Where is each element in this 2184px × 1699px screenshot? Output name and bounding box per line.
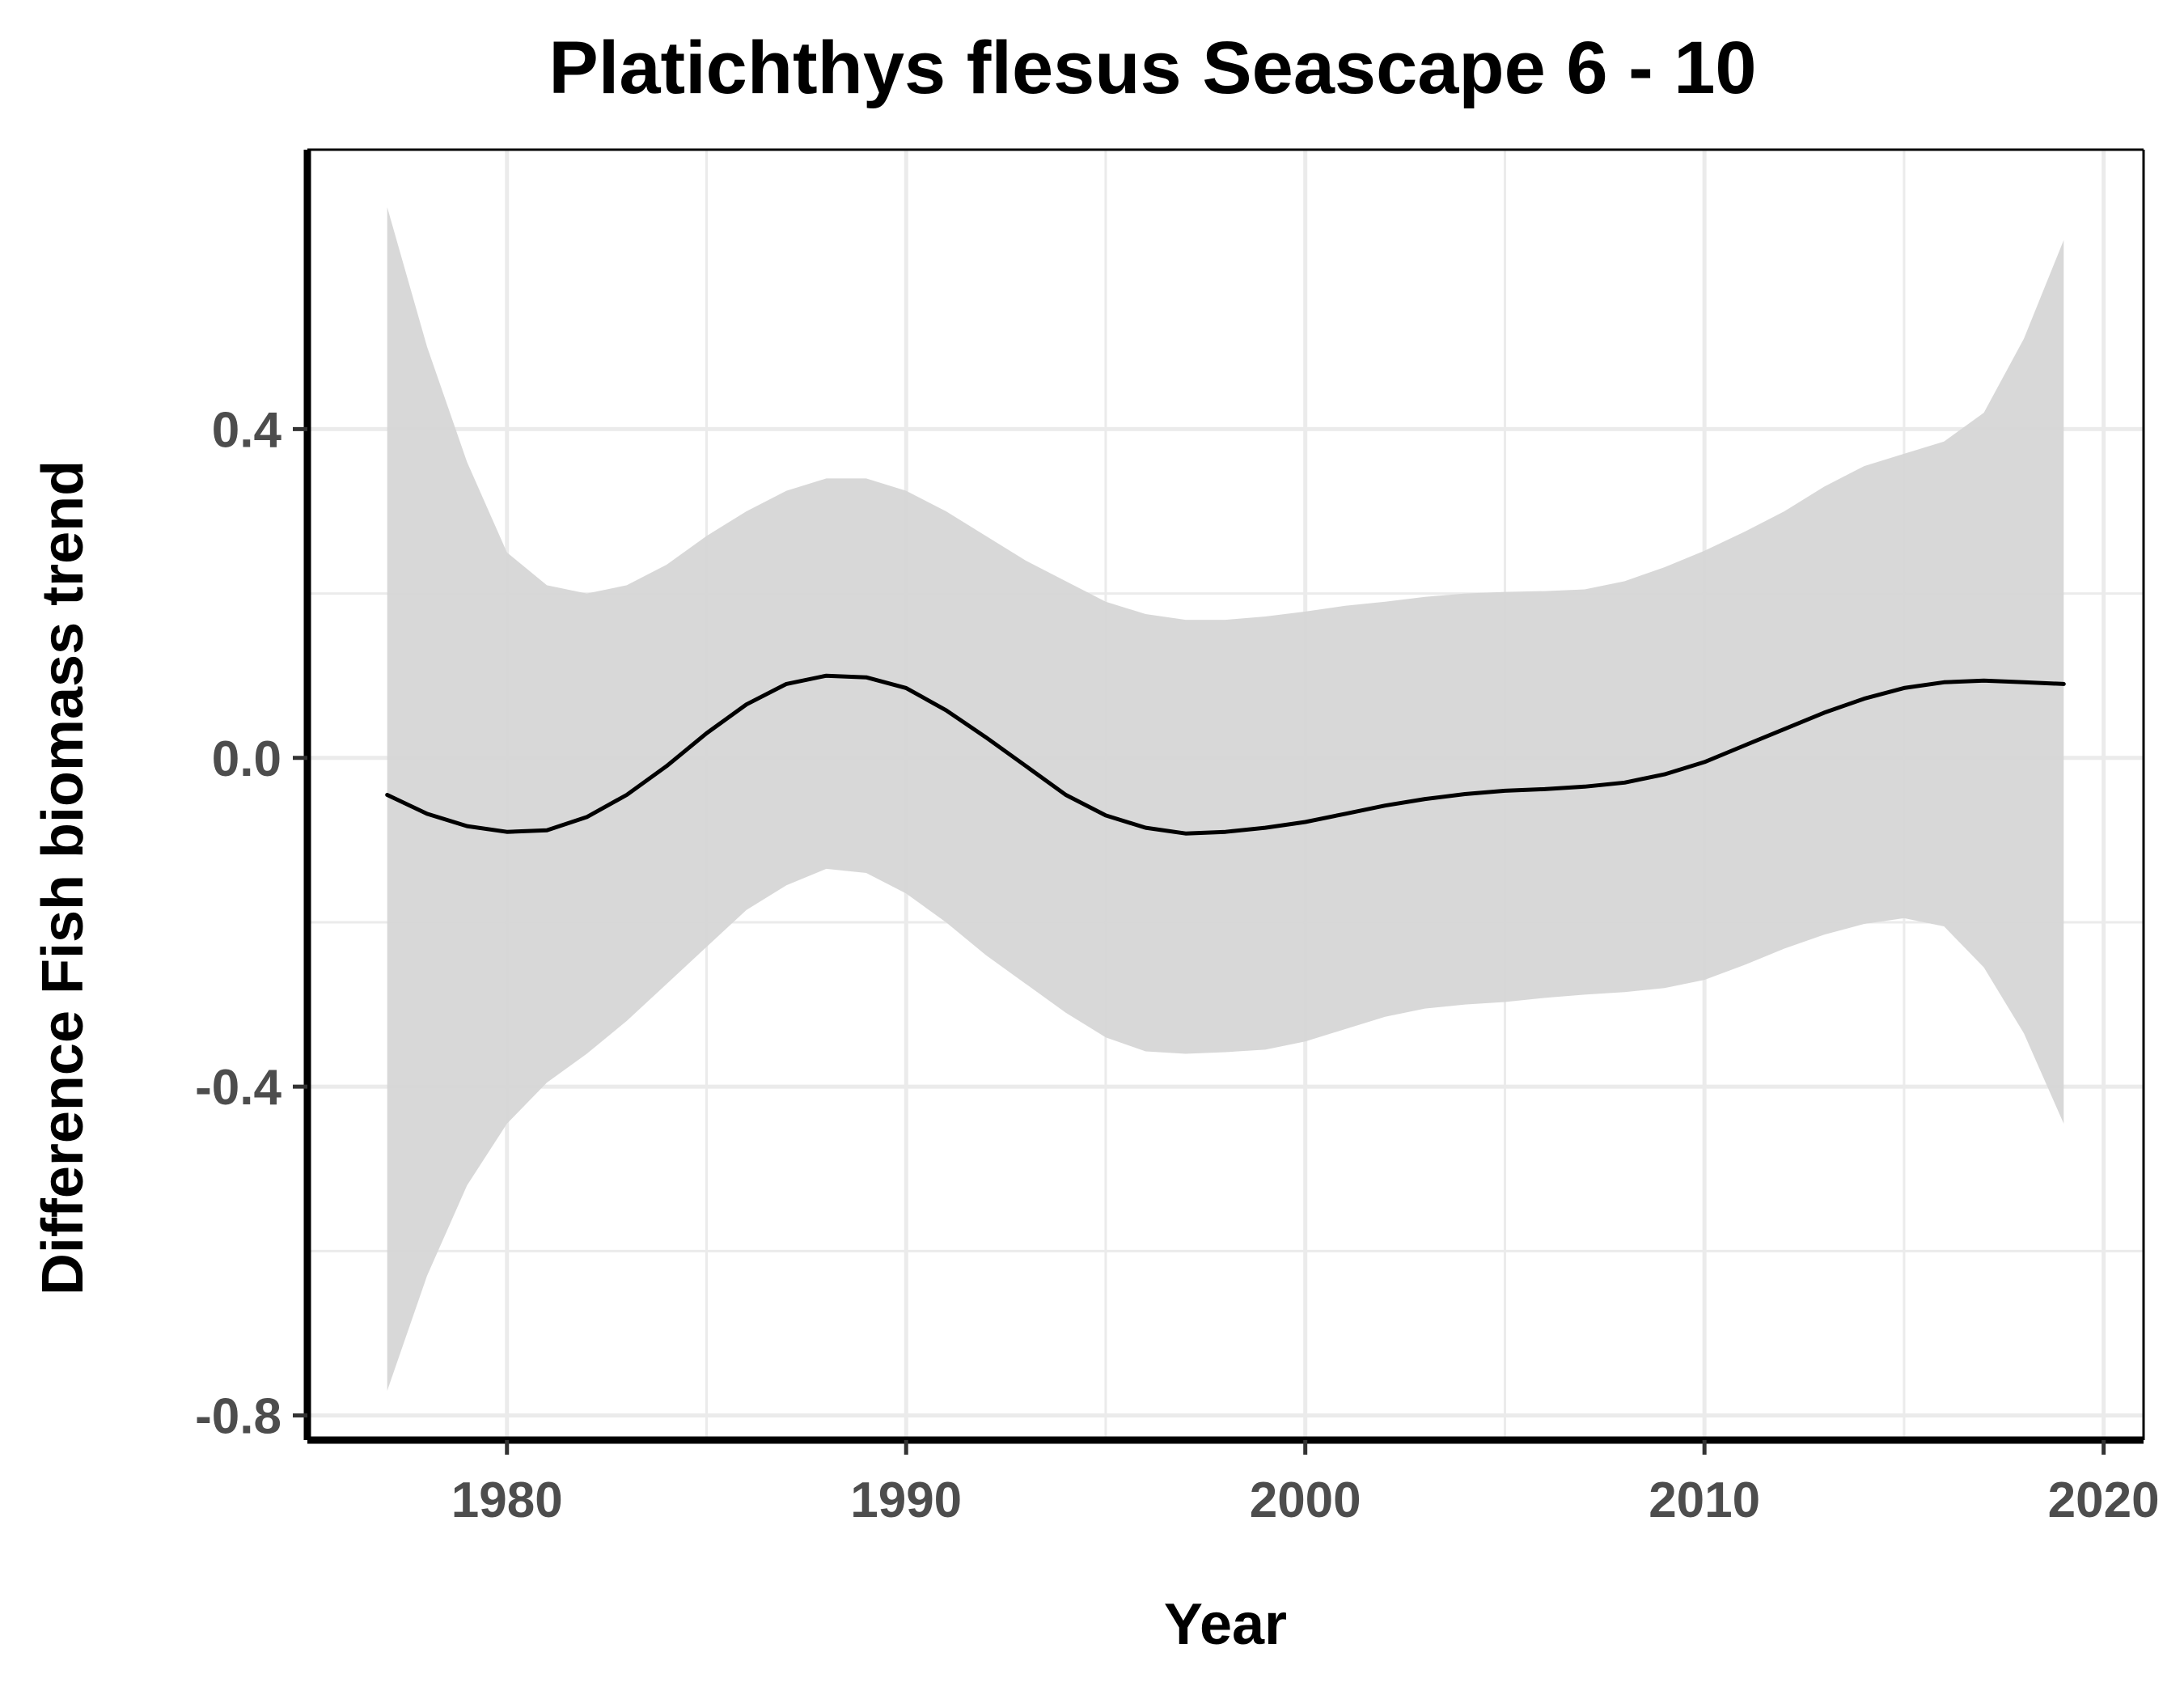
x-tick-label: 2020: [2048, 1472, 2160, 1528]
x-axis-title: Year: [1164, 1592, 1287, 1657]
trend-line: [385, 673, 2066, 836]
x-tick-label: 2000: [1250, 1472, 1361, 1528]
y-tick-label: 0.4: [212, 402, 282, 458]
x-axis-ticks: 1980 1990 2000 2010 2020: [451, 1440, 2160, 1528]
y-tick-label: -0.8: [195, 1389, 281, 1445]
y-tick-label: 0.0: [212, 731, 281, 787]
confidence-ribbon: [387, 207, 2064, 1392]
x-tick-label: 2010: [1649, 1472, 1760, 1528]
y-axis-ticks: 0.4 0.0 -0.4 -0.8: [195, 402, 307, 1445]
axes: [303, 148, 2145, 1444]
x-tick-label: 1980: [451, 1472, 563, 1528]
trend-line-path: [385, 673, 2066, 836]
y-tick-label: -0.4: [195, 1060, 281, 1116]
confidence-band: [387, 207, 2064, 1392]
x-tick-label: 1990: [850, 1472, 962, 1528]
y-axis-title: Difference Fish biomass trend: [31, 460, 95, 1295]
chart-title: Platichthys flesus Seascape 6 - 10: [548, 27, 1756, 109]
